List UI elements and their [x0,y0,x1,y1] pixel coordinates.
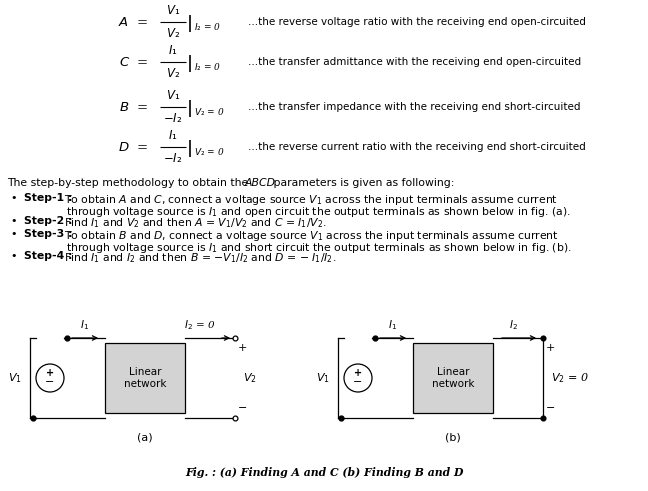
Text: ...the reverse voltage ratio with the receiving end open-circuited: ...the reverse voltage ratio with the re… [248,17,586,27]
Text: The step-by-step methodology to obtain the: The step-by-step methodology to obtain t… [7,178,252,188]
Text: through voltage source is $I_1$ and open circuit the output terminals as shown b: through voltage source is $I_1$ and open… [66,205,570,219]
Text: ...the reverse current ratio with the receiving end short-circuited: ...the reverse current ratio with the re… [248,142,586,152]
Text: •: • [10,229,16,239]
Bar [105,343,185,413]
Text: $A$  =: $A$ = [118,16,148,28]
Text: $I_2$: $I_2$ [509,318,518,332]
Text: $I₂$ = 0: $I₂$ = 0 [194,61,221,72]
Bar [413,343,493,413]
Text: $V_1$: $V_1$ [316,371,330,385]
Text: −: − [353,377,363,387]
Text: Step-4 :: Step-4 : [24,251,73,261]
Text: Step-3 :: Step-3 : [24,229,73,239]
Text: $V₂$: $V₂$ [166,67,180,80]
Text: $I₁$: $I₁$ [168,129,178,142]
Text: Step-2 :: Step-2 : [24,216,73,226]
Text: $−I₂$: $−I₂$ [163,152,183,165]
Text: parameters is given as following:: parameters is given as following: [270,178,454,188]
Text: $D$  =: $D$ = [118,140,148,154]
Text: To obtain $B$ and $D$, connect a voltage source $V_1$ across the input terminals: To obtain $B$ and $D$, connect a voltage… [64,229,559,243]
Text: $I₂$ = 0: $I₂$ = 0 [194,21,221,32]
Text: ...the transfer admittance with the receiving end open-circuited: ...the transfer admittance with the rece… [248,57,581,67]
Text: $I₁$: $I₁$ [168,44,178,57]
Text: −: − [45,377,54,387]
Text: •: • [10,251,16,261]
Text: $B$  =: $B$ = [119,101,148,113]
Text: $I_2$ = 0: $I_2$ = 0 [184,318,216,332]
Text: +: + [354,368,362,378]
Text: $V_1$: $V_1$ [8,371,22,385]
Text: −: − [238,403,248,413]
Text: Linear
network: Linear network [124,367,167,389]
Text: Step-1 :: Step-1 : [24,193,73,203]
Text: $V₁$: $V₁$ [166,4,180,17]
Text: $V₂$: $V₂$ [166,27,180,40]
Text: −: − [546,403,555,413]
Text: $V_2$ = 0: $V_2$ = 0 [551,371,589,385]
Text: $V₂$ = 0: $V₂$ = 0 [194,146,224,157]
Text: $I_1$: $I_1$ [80,318,89,332]
Text: (b): (b) [445,432,461,442]
Text: $V₂$ = 0: $V₂$ = 0 [194,106,224,117]
Text: +: + [238,343,248,353]
Text: $C$  =: $C$ = [119,55,148,69]
Text: $I_1$: $I_1$ [389,318,397,332]
Text: •: • [10,216,16,226]
Text: ABCD: ABCD [245,178,276,188]
Text: through voltage source is $I_1$ and short circuit the output terminals as shown : through voltage source is $I_1$ and shor… [66,241,572,255]
Text: •: • [10,193,16,203]
Text: Find $I_1$ and $I_2$ and then $B$ = −$V_1$/$I_2$ and $D$ = − $I_1$/$I_2$.: Find $I_1$ and $I_2$ and then $B$ = −$V_… [64,251,336,265]
Text: Find $I_1$ and $V_2$ and then $A$ = $V_1$/$V_2$ and $C$ = $I_1$/$V_2$.: Find $I_1$ and $V_2$ and then $A$ = $V_1… [64,216,327,230]
Text: To obtain $A$ and $C$, connect a voltage source $V_1$ across the input terminals: To obtain $A$ and $C$, connect a voltage… [64,193,558,207]
Text: $−I₂$: $−I₂$ [163,112,183,125]
Text: $V_2$: $V_2$ [243,371,257,385]
Text: Fig. : (a) Finding A and C (b) Finding B and D: Fig. : (a) Finding A and C (b) Finding B… [185,467,463,479]
Text: $V₁$: $V₁$ [166,89,180,102]
Text: ...the transfer impedance with the receiving end short-circuited: ...the transfer impedance with the recei… [248,102,581,112]
Text: +: + [546,343,555,353]
Text: (a): (a) [137,432,153,442]
Text: Linear
network: Linear network [432,367,474,389]
Text: +: + [46,368,54,378]
